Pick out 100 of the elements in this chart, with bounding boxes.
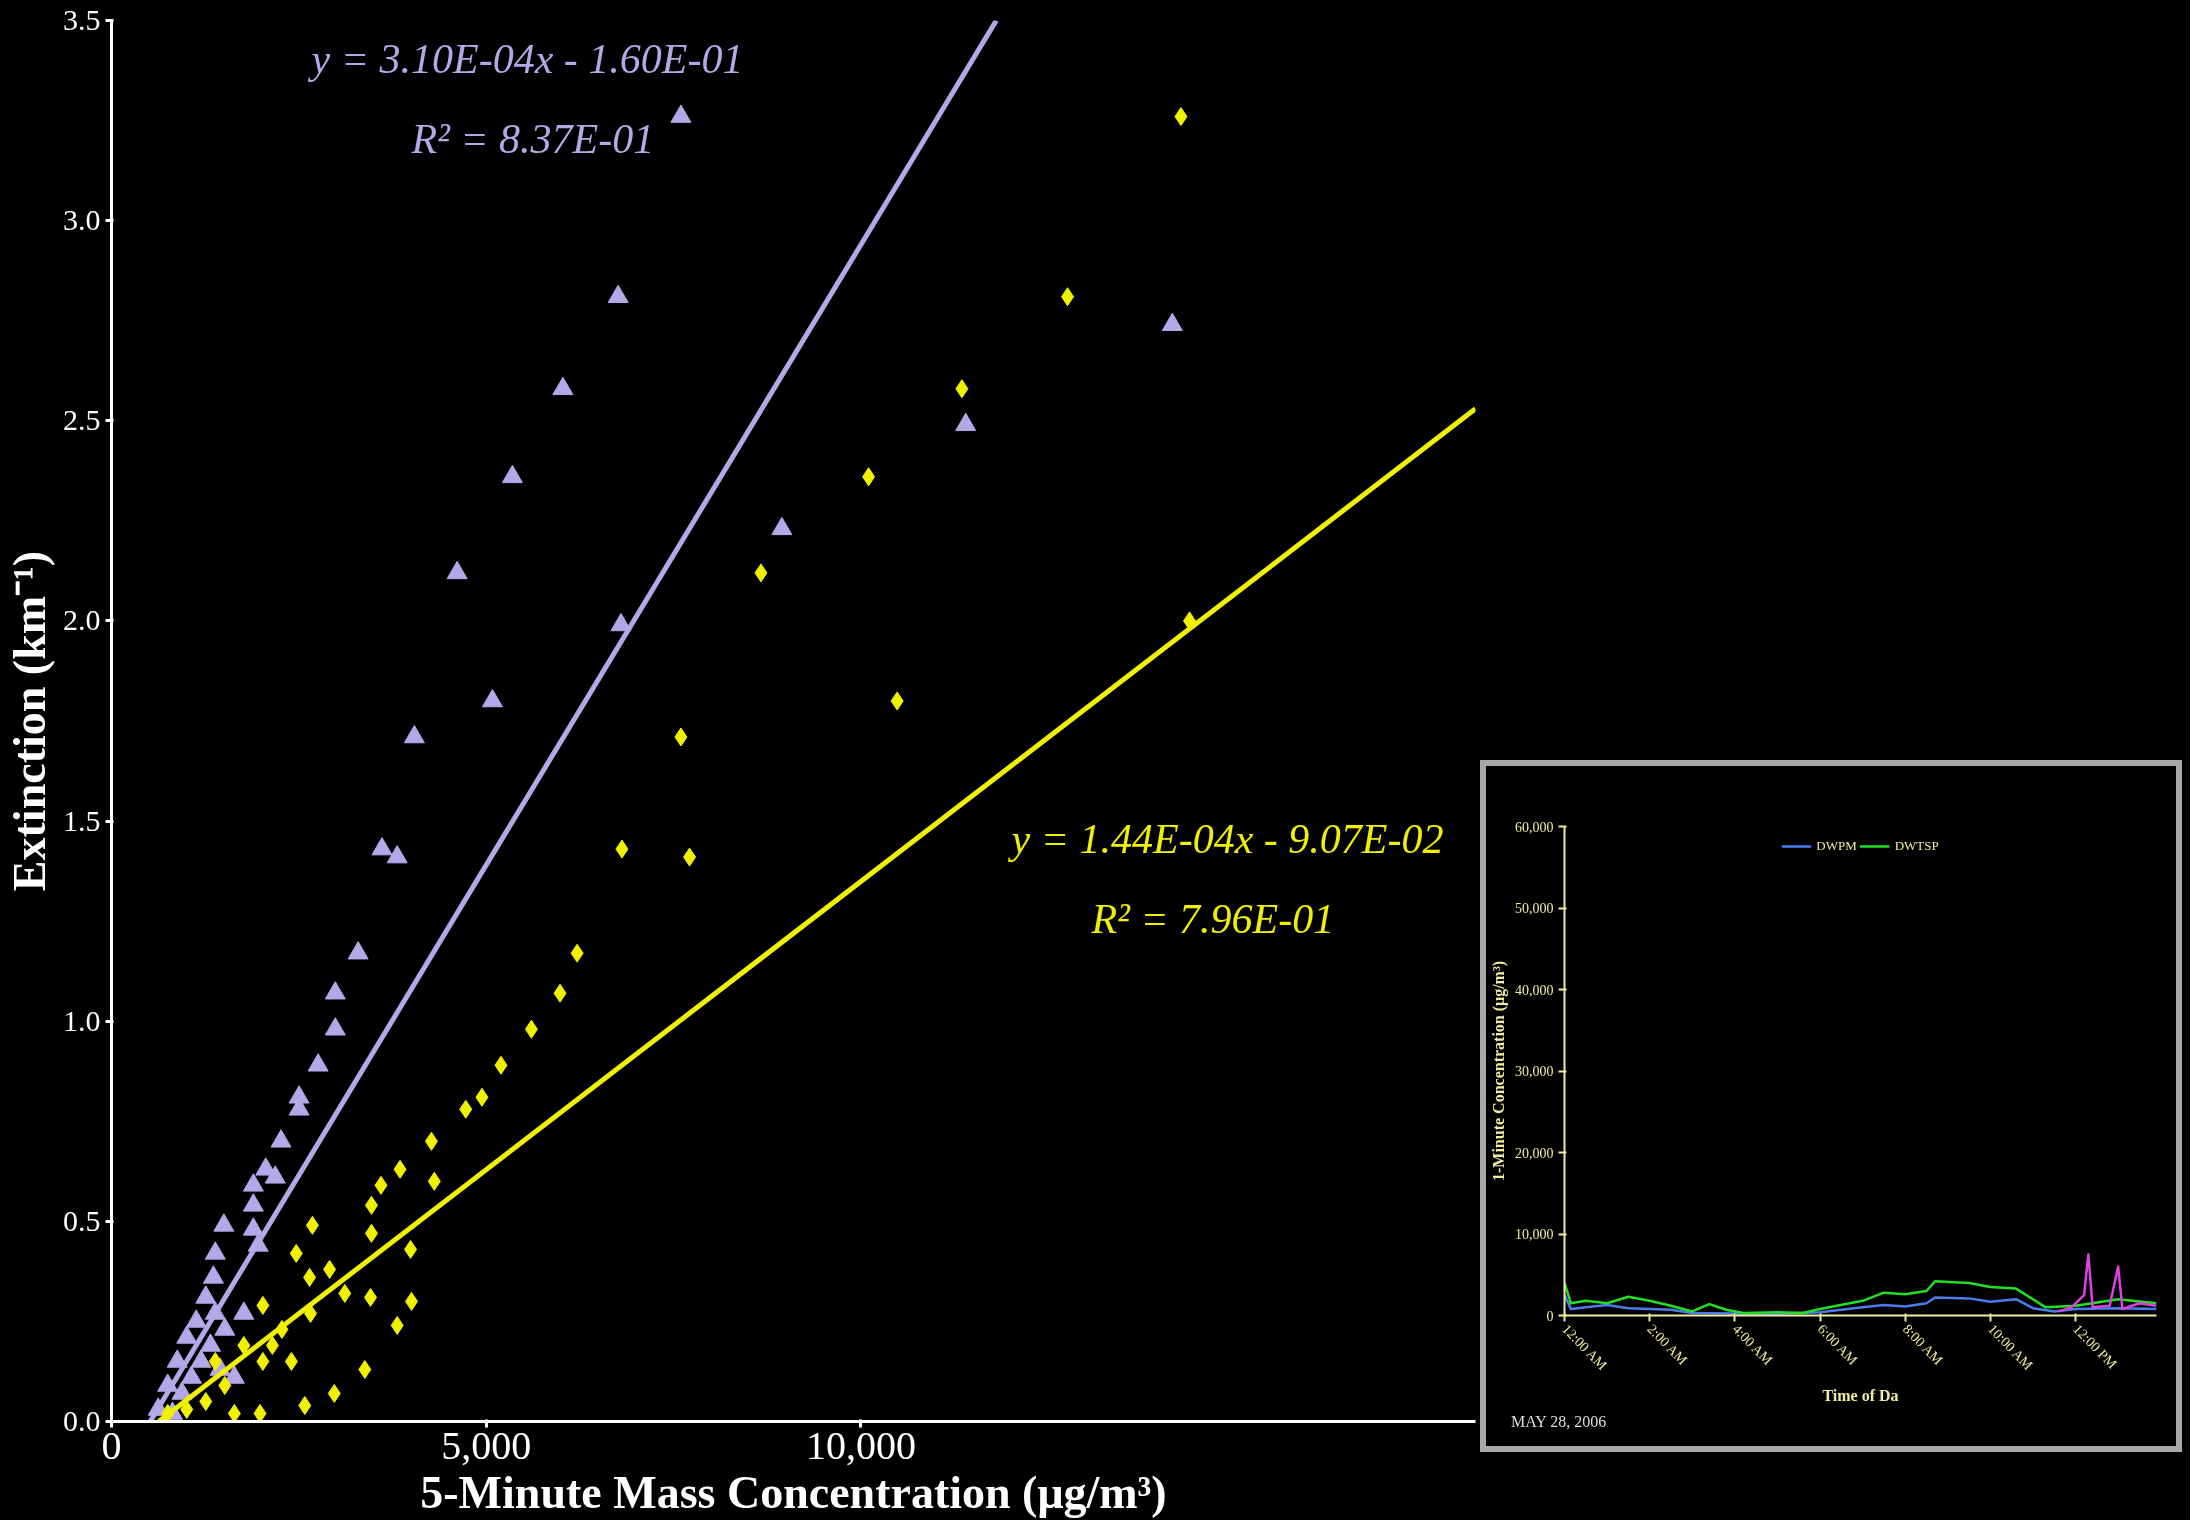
x-tick-label: 10,000 <box>805 1422 916 1468</box>
point <box>1161 312 1183 331</box>
point <box>404 1239 418 1259</box>
point <box>427 1171 441 1191</box>
point <box>501 464 523 484</box>
point <box>214 1317 236 1336</box>
point <box>364 1287 378 1307</box>
point <box>524 1019 538 1039</box>
y-tick-label: 50,000 <box>1515 901 1554 916</box>
point <box>180 1365 202 1384</box>
point <box>570 943 584 963</box>
point <box>475 1087 489 1107</box>
point <box>374 1175 388 1195</box>
point <box>190 1349 212 1368</box>
x-tick-label: 5,000 <box>441 1422 532 1468</box>
point <box>202 1265 224 1284</box>
point <box>358 1359 372 1379</box>
point <box>242 1217 264 1236</box>
point <box>955 412 977 432</box>
line-series <box>2057 1253 2157 1313</box>
point <box>303 1267 317 1287</box>
point <box>256 1295 270 1315</box>
point <box>264 1165 286 1184</box>
point <box>204 1241 226 1260</box>
text: MAY 28, 2006 <box>1511 1412 1607 1432</box>
point <box>284 1351 298 1371</box>
point <box>237 1335 251 1355</box>
point <box>289 1243 303 1263</box>
point <box>171 1381 193 1400</box>
point <box>227 1403 241 1422</box>
y-tick-label: 2.0 <box>63 603 101 637</box>
y-tick-label: 2.5 <box>63 403 101 437</box>
point <box>327 1383 341 1403</box>
y-tick-label: 60,000 <box>1515 819 1554 835</box>
x-tick-label: 6:00 AM <box>1814 1321 1861 1369</box>
point <box>324 1017 346 1036</box>
x-axis-title: 5-Minute Mass Concentration (μg/m³) <box>420 1466 1167 1518</box>
point <box>256 1351 270 1371</box>
y-tick-label: 10,000 <box>1515 1227 1554 1242</box>
annotation: y = 1.44E-04x - 9.07E-02 <box>1007 815 1444 862</box>
point <box>364 1223 378 1243</box>
y-tick-label: 1.0 <box>63 1003 101 1037</box>
point <box>199 1391 213 1411</box>
legend-label: DWTSP <box>1894 838 1939 854</box>
point <box>304 1303 318 1323</box>
y-axis-title: Extinction (km⁻¹) <box>4 550 55 892</box>
point <box>670 104 692 123</box>
point <box>218 1375 232 1395</box>
point <box>323 1259 337 1279</box>
point <box>270 1129 292 1148</box>
point <box>324 981 346 1000</box>
point <box>200 1333 221 1352</box>
y-tick-label: 3.0 <box>63 203 101 237</box>
point <box>553 983 567 1003</box>
y-tick-label: 1.5 <box>63 803 101 837</box>
point <box>176 1325 198 1344</box>
point <box>405 1291 419 1311</box>
point <box>390 1315 404 1335</box>
point <box>307 1053 329 1072</box>
x-tick-label: 4:00 AM <box>1729 1321 1776 1369</box>
point <box>364 1195 378 1215</box>
y-axis-title: 1-Minute Concentration (μg/m³) <box>1490 960 1508 1182</box>
point <box>298 1395 312 1415</box>
y-tick-label: 0.0 <box>63 1404 101 1437</box>
point <box>459 1099 473 1119</box>
point <box>213 1213 235 1232</box>
point <box>233 1301 255 1320</box>
point <box>607 284 629 303</box>
y-tick-label: 3.5 <box>63 3 101 36</box>
y-tick-label: 0 <box>1546 1308 1554 1324</box>
point <box>446 560 468 580</box>
point <box>481 688 503 708</box>
point <box>347 941 369 960</box>
point <box>253 1403 267 1422</box>
point <box>208 1351 222 1371</box>
y-tick-label: 40,000 <box>1515 982 1554 998</box>
point <box>265 1335 279 1355</box>
annotation: R² = 7.96E-01 <box>1090 895 1335 942</box>
point <box>403 724 425 744</box>
legend-label: DWPM <box>1816 838 1857 854</box>
annotation: R² = 8.37E-01 <box>410 115 655 162</box>
x-axis-title: Time of Da <box>1822 1386 1899 1404</box>
point <box>424 1131 438 1151</box>
point <box>771 516 793 536</box>
point <box>386 845 408 864</box>
point <box>305 1215 319 1235</box>
annotation: y = 3.10E-04x - 1.60E-01 <box>307 35 744 82</box>
point <box>494 1055 508 1075</box>
y-tick-label: 20,000 <box>1515 1145 1554 1161</box>
point <box>166 1349 188 1368</box>
point <box>185 1309 207 1328</box>
point <box>180 1399 194 1419</box>
point <box>195 1285 217 1304</box>
point <box>242 1193 264 1212</box>
x-tick-label: 2:00 AM <box>1644 1321 1691 1369</box>
point <box>393 1159 407 1179</box>
y-tick-label: 30,000 <box>1515 1064 1554 1079</box>
point <box>242 1173 264 1192</box>
point <box>552 376 574 396</box>
x-tick-label: 8:00 AM <box>1899 1321 1946 1369</box>
